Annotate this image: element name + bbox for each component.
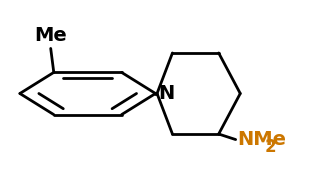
Text: Me: Me [34,26,67,45]
Text: N: N [159,84,175,103]
Text: 2: 2 [264,138,276,156]
Text: NMe: NMe [237,130,286,149]
